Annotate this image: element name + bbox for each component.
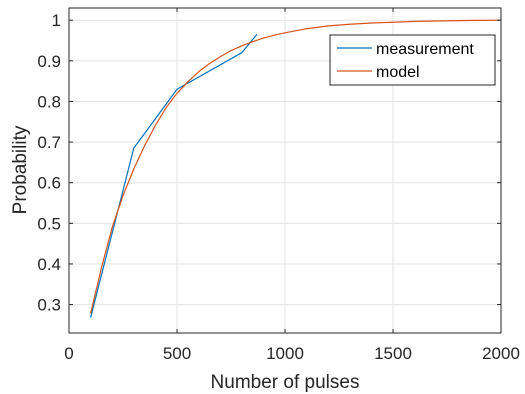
y-tick-label: 0.7: [37, 133, 61, 152]
x-tick-label: 1000: [266, 344, 304, 363]
y-tick-label: 0.9: [37, 52, 61, 71]
y-tick-label: 0.4: [37, 255, 61, 274]
y-tick-label: 0.8: [37, 92, 61, 111]
axis-ticks: [68, 8, 502, 333]
x-tick-label: 500: [163, 344, 191, 363]
x-axis-label: Number of pulses: [211, 372, 360, 393]
legend[interactable]: measurement model: [329, 34, 496, 86]
x-tick-label: 1500: [374, 344, 412, 363]
x-tick-label: 2000: [482, 344, 520, 363]
axis-tick-labels: 0 500 1000 1500 2000 0.3 0.4 0.5 0.6 0.7 0.8 0.9 1: [37, 11, 520, 363]
y-tick-label: 0.3: [37, 296, 61, 315]
legend-label-measurement: measurement: [376, 41, 474, 58]
series-line-measurement: [90, 34, 258, 318]
legend-box: [329, 34, 496, 86]
y-tick-label: 0.5: [37, 214, 61, 233]
y-tick-label: 0.6: [37, 174, 61, 193]
series-line-model: [90, 19, 502, 314]
series-lines: [90, 19, 502, 318]
y-tick-label: 1: [52, 11, 61, 30]
x-tick-label: 0: [64, 344, 73, 363]
y-axis-label: Probability: [10, 125, 31, 214]
legend-label-model: model: [376, 64, 420, 81]
